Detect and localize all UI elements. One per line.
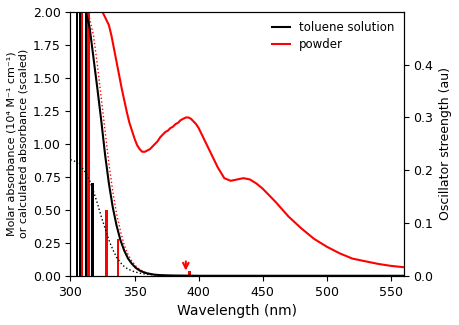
X-axis label: Wavelength (nm): Wavelength (nm) (177, 304, 297, 318)
Bar (105, 210, 107, 276)
Bar (188, 270, 191, 276)
Bar (91, 183, 94, 276)
Legend: toluene solution, powder: toluene solution, powder (268, 18, 398, 55)
Y-axis label: Oscillator streength (au): Oscillator streength (au) (439, 67, 452, 220)
Bar (76, 12, 78, 276)
Bar (79, 12, 82, 276)
Y-axis label: Molar absorbance (10⁴ M⁻¹ cm⁻¹)
or calculated absorbance (scaled): Molar absorbance (10⁴ M⁻¹ cm⁻¹) or calcu… (7, 49, 28, 239)
Bar (84, 12, 87, 276)
Bar (117, 239, 119, 276)
Bar (87, 12, 90, 276)
Bar (81, 12, 83, 276)
